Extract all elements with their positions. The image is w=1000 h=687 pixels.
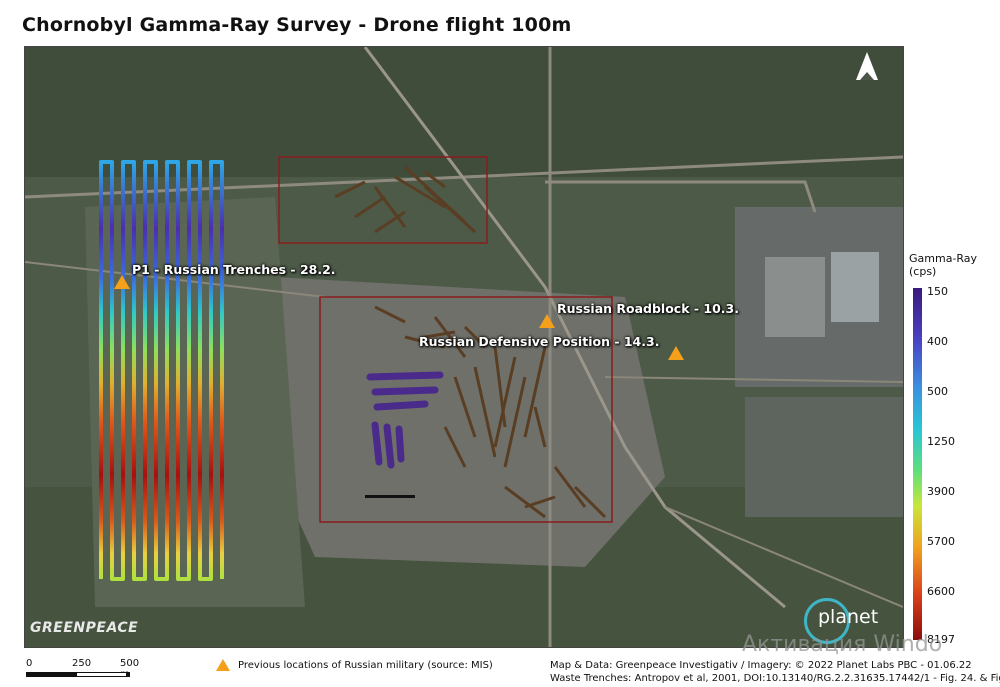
legend-tick: 6600 <box>927 585 955 598</box>
scale-segment <box>126 672 130 677</box>
satellite-map <box>25 47 903 647</box>
legend-color-bar <box>913 288 922 640</box>
scale-segment <box>76 672 128 677</box>
label-defensive: Russian Defensive Position - 14.3. <box>419 334 660 349</box>
label-p1: P1 - Russian Trenches - 28.2. <box>132 262 336 277</box>
credit-line-2: Waste Trenches: Antropov et al, 2001, DO… <box>550 673 1000 684</box>
legend-tick: 500 <box>927 385 948 398</box>
planet-logo-icon <box>804 598 850 644</box>
legend-tick: 3900 <box>927 485 955 498</box>
legend-tick: 5700 <box>927 535 955 548</box>
credit-line-1: Map & Data: Greenpeace Investigativ / Im… <box>550 660 972 671</box>
footer-legend-text: Previous locations of Russian military (… <box>238 660 493 671</box>
label-roadblock: Russian Roadblock - 10.3. <box>557 301 739 316</box>
military-marker-icon <box>216 659 230 671</box>
legend-tick: 400 <box>927 335 948 348</box>
map-view[interactable] <box>24 46 904 648</box>
legend-tick: 150 <box>927 285 948 298</box>
legend-tick: 1250 <box>927 435 955 448</box>
scale-segment <box>26 672 76 677</box>
north-arrow-notch <box>860 72 874 80</box>
legend-title-line1: Gamma-Ray <box>909 252 978 265</box>
windows-activation-watermark: Активация Windo <box>742 632 943 657</box>
marker-p1-icon[interactable] <box>114 275 130 289</box>
gamma-legend: Gamma-Ray (cps) 150 400 500 1250 3900 57… <box>905 252 1000 652</box>
marker-roadblock-icon[interactable] <box>539 314 555 328</box>
legend-title-line2: (cps) <box>909 265 937 278</box>
planet-logo-text: planet <box>818 606 879 628</box>
scale-bar: 0 250 500 m <box>26 658 151 680</box>
marker-defensive-icon[interactable] <box>668 346 684 360</box>
legend-tick: 8197 <box>927 633 955 646</box>
scale-label: 0 <box>26 658 33 669</box>
greenpeace-logo: GREENPEACE <box>30 620 139 636</box>
legend-title: Gamma-Ray (cps) <box>909 252 977 278</box>
scale-label: 250 <box>72 658 92 669</box>
map-title: Chornobyl Gamma-Ray Survey - Drone fligh… <box>22 14 572 36</box>
